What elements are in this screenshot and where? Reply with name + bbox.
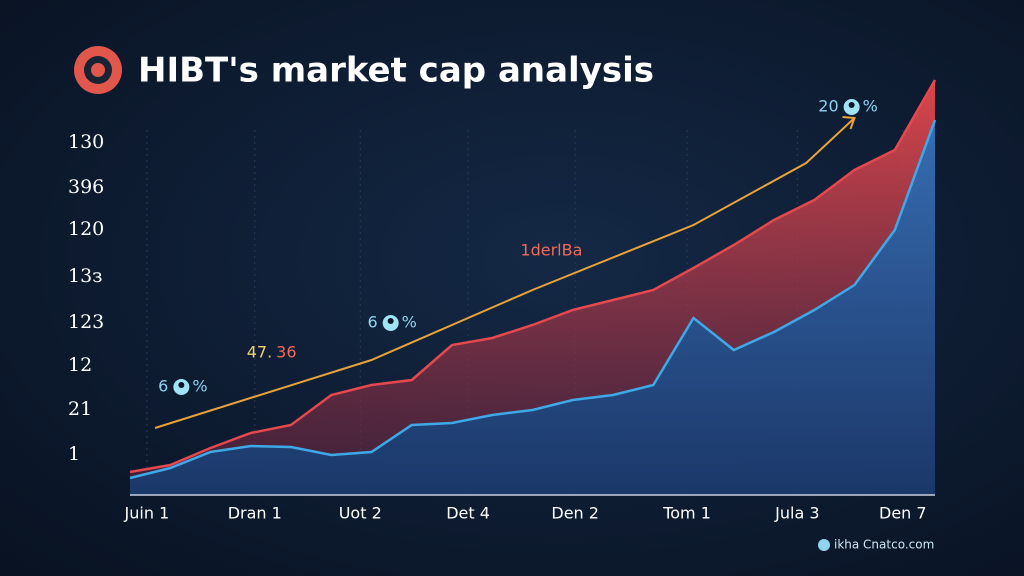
annotation-text: 6 [367,313,377,332]
area [130,120,935,495]
annotation-text: % [863,97,878,116]
x-tick-label: Jula 3 [774,504,819,523]
y-tick-label: 21 [68,398,92,420]
annotation-icon-dot [848,102,855,108]
annotation: 47. 36 [247,343,297,362]
annotation: 6% [367,313,416,332]
y-tick-label: 396 [68,176,104,198]
x-tick-label: Den 7 [879,504,927,523]
y-tick-label: 130 [68,131,104,153]
logo [74,46,122,94]
chart-title: HIBT's market cap analysis [138,51,654,91]
y-tick-label: 123 [68,311,104,333]
x-tick-label: Dran 1 [228,504,282,523]
y-tick-label: 12 [68,354,92,376]
annotation-icon-dot [178,382,185,388]
annotation: 1derlBa [520,241,582,260]
trend-arrow [842,116,856,130]
x-tick-label: Uot 2 [339,504,382,523]
annotation-text: % [192,377,207,396]
line [129,79,937,474]
annotation-text: 47. [247,343,272,362]
x-tick-label: Det 4 [446,504,490,523]
annotation-text: 6 [158,377,168,396]
trend-line [154,117,856,429]
annotation-text: 20 [818,97,838,116]
watermark-icon [818,539,830,551]
annotation: 6% [158,377,207,396]
x-tick-label: Juin 1 [124,504,170,523]
x-tick-label: Den 2 [551,504,599,523]
watermark: ikha Cnatco.com [834,538,934,552]
y-tick-label: 13з [68,265,103,287]
line [129,119,937,480]
y-tick-label: 120 [68,218,104,240]
annotation-text: 1derlBa [520,241,582,260]
x-tick-label: Tom 1 [662,504,711,523]
annotation: 20% [818,97,878,116]
annotation-icon-dot [387,318,394,324]
annotation-text: 36 [276,343,296,362]
y-tick-label: 1 [68,443,80,465]
annotation-text: % [402,313,417,332]
